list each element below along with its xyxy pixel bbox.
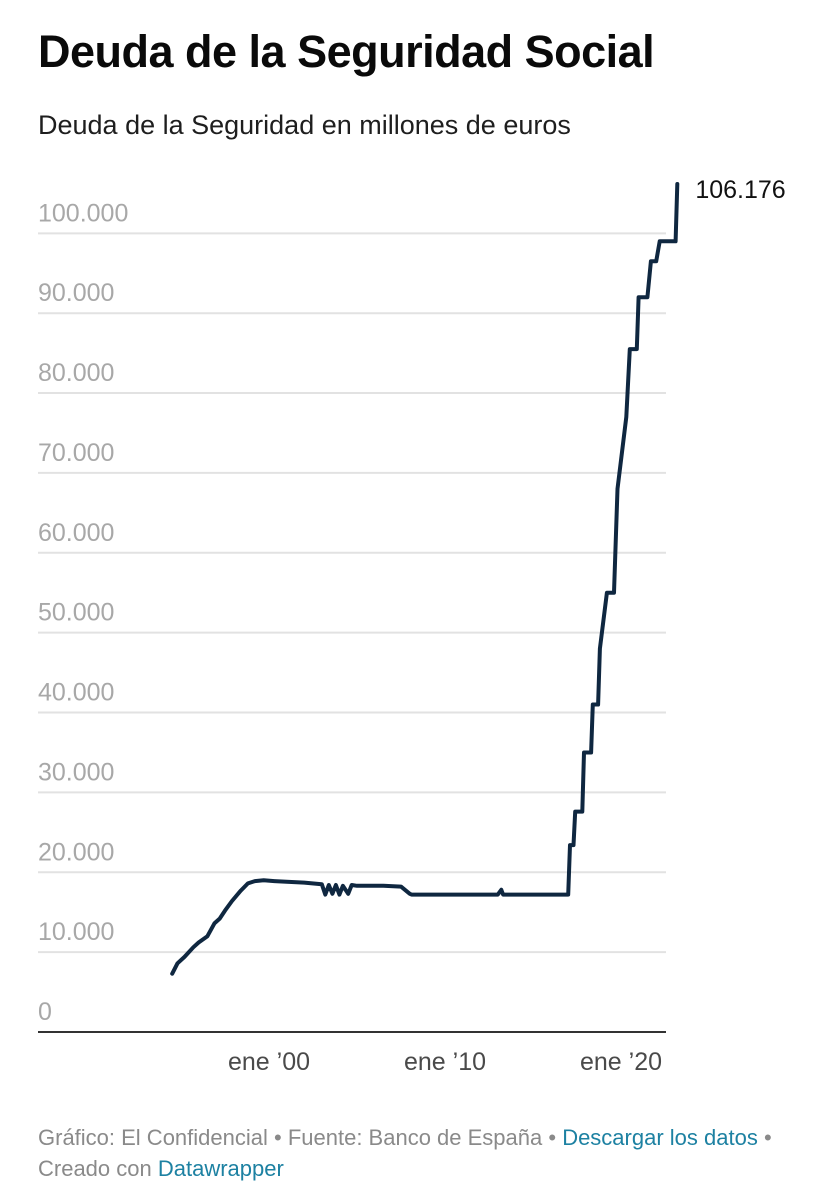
created-with-text: Creado con (38, 1156, 152, 1181)
y-tick-label: 40.000 (38, 679, 114, 707)
debt-line-chart: 0 10.000 20.000 30.000 40.000 50.000 60.000 70.… (38, 176, 786, 1076)
gridlines (38, 232, 666, 954)
y-tick-label: 30.000 (38, 758, 114, 786)
x-tick-label: ene ’00 (228, 1048, 310, 1076)
source-note: Fuente: Banco de España (287, 1125, 543, 1150)
chart-credit: Gráfico: El Confidencial (38, 1125, 268, 1150)
chart-title: Deuda de la Seguridad Social (38, 26, 655, 77)
y-tick-label: 20.000 (38, 838, 114, 866)
x-tick-label: ene ’10 (404, 1048, 486, 1076)
datawrapper-link[interactable]: Datawrapper (157, 1156, 284, 1181)
y-tick-label: 90.000 (38, 279, 114, 307)
download-data-link[interactable]: Descargar los datos (562, 1125, 758, 1150)
footer-separator: • (542, 1125, 563, 1150)
y-axis-ticks: 0 10.000 20.000 30.000 40.000 50.000 60.000 70.… (38, 199, 128, 1026)
chart-subtitle: Deuda de la Seguridad en millones de eur… (38, 110, 571, 140)
y-tick-label: 60.000 (38, 519, 114, 547)
footer-separator: • (757, 1125, 772, 1150)
footer-separator: • (267, 1125, 288, 1150)
y-tick-label: 10.000 (38, 918, 114, 946)
y-tick-label: 50.000 (38, 599, 114, 627)
y-tick-label: 100.000 (38, 199, 128, 227)
x-tick-label: ene ’20 (580, 1048, 662, 1076)
x-axis-ticks: ene ’00 ene ’10 ene ’20 (228, 1048, 662, 1076)
y-tick-label: 0 (38, 998, 52, 1026)
y-tick-label: 80.000 (38, 359, 114, 387)
chart-footer: Gráfico: El Confidencial • Fuente: Banco… (38, 1122, 788, 1184)
y-tick-label: 70.000 (38, 439, 114, 467)
series-line-debt (170, 182, 680, 976)
end-value-label: 106.176 (695, 176, 785, 204)
